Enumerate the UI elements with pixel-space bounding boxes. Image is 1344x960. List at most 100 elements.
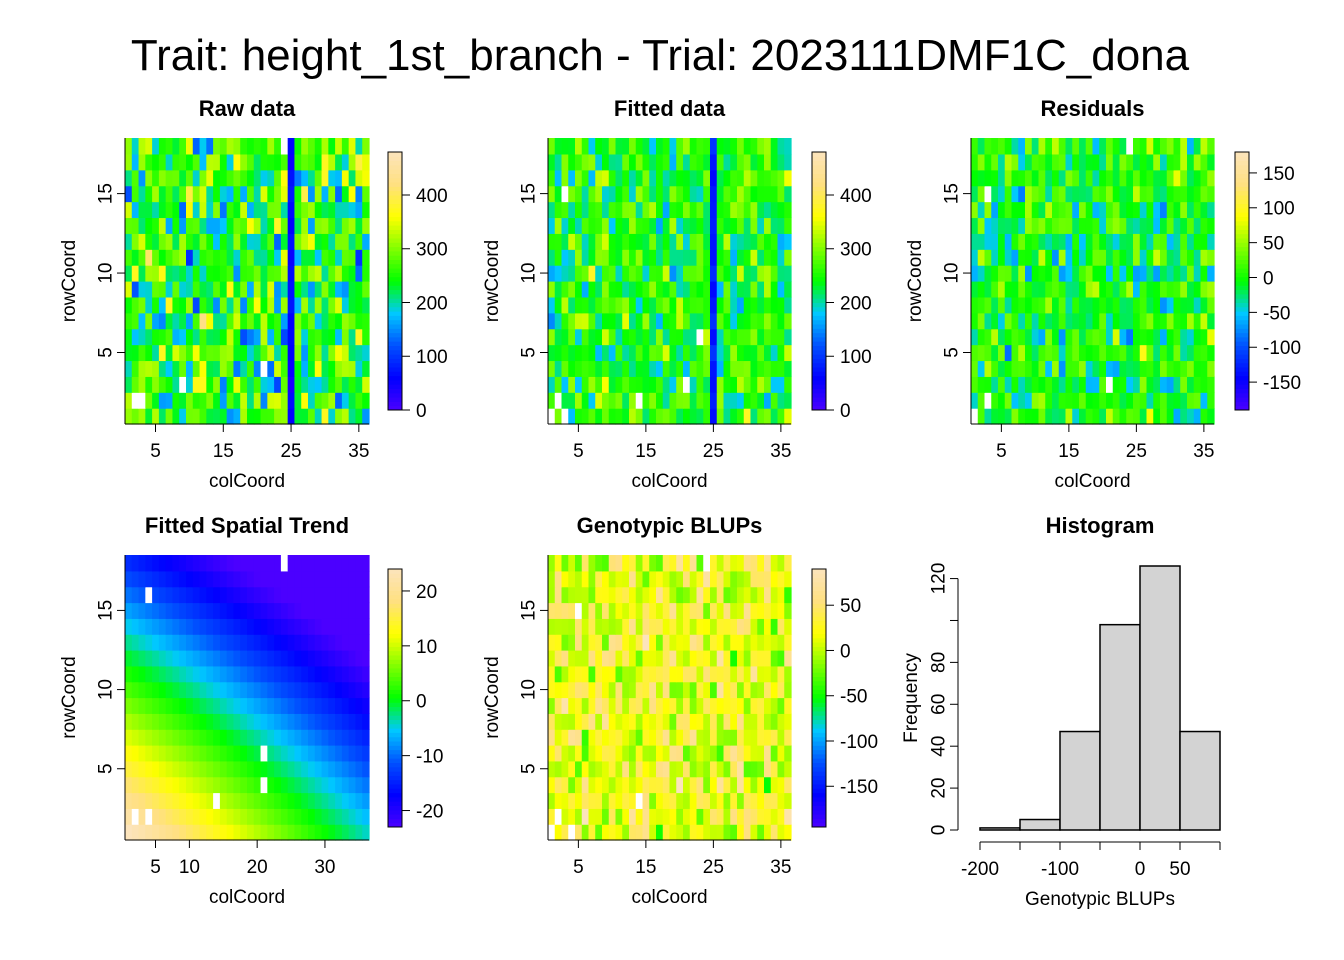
heatmap-cell <box>554 328 563 346</box>
heatmap-cell <box>260 249 268 266</box>
colorbar-segment <box>388 302 402 308</box>
heatmap-cell <box>267 376 275 393</box>
heatmap-cell <box>777 185 785 203</box>
heatmap-cell <box>145 312 153 330</box>
heatmap-cell <box>696 153 704 171</box>
heatmap-cell <box>588 328 596 346</box>
colorbar-segment <box>812 689 826 695</box>
heatmap-cell <box>588 312 596 330</box>
heatmap-cell <box>662 665 671 683</box>
heatmap-cell <box>219 296 228 314</box>
heatmap-cell <box>219 344 228 362</box>
colorbar-segment <box>812 629 826 634</box>
heatmap-cell <box>233 376 241 393</box>
heatmap-cell <box>260 555 268 572</box>
heatmap-cell <box>341 153 350 171</box>
colorbar-segment <box>388 715 402 720</box>
heatmap-cell <box>308 185 316 203</box>
heatmap-cell <box>1058 201 1067 219</box>
heatmap-cell <box>1133 249 1141 266</box>
heatmap-cell <box>784 376 792 393</box>
heatmap-cell <box>1133 185 1141 203</box>
heatmap-cell <box>669 185 677 203</box>
heatmap-cell <box>138 138 146 155</box>
colorbar-segment <box>388 689 402 695</box>
heatmap-cell <box>554 249 563 266</box>
heatmap-cell <box>172 376 180 393</box>
colorbar-segment <box>812 745 826 751</box>
heatmap-cell <box>750 681 758 699</box>
heatmap-cell <box>172 392 180 409</box>
heatmap-cell <box>568 634 576 651</box>
heatmap-cell <box>1126 201 1134 219</box>
heatmap-cell <box>622 408 630 425</box>
heatmap-cell <box>615 824 623 841</box>
heatmap-cell <box>561 296 569 314</box>
heatmap-cell <box>730 602 738 619</box>
heatmap-cell <box>683 634 691 651</box>
heatmap-cell <box>226 713 235 730</box>
heatmap-cell <box>206 634 214 651</box>
heatmap-cell <box>1025 392 1033 409</box>
heatmap-cell <box>757 824 765 841</box>
panel-title: Genotypic BLUPs <box>577 513 763 538</box>
heatmap-cell <box>615 745 623 762</box>
heatmap-cell <box>770 249 779 266</box>
colorbar-segment <box>812 775 826 781</box>
heatmap-cell <box>192 555 201 572</box>
heatmap-cell <box>629 665 637 683</box>
heatmap-cell <box>595 824 603 841</box>
heatmap-cell <box>730 408 738 425</box>
heatmap-cell <box>1025 328 1033 346</box>
colorbar-segment <box>1235 276 1249 282</box>
heatmap-cell <box>1106 312 1114 330</box>
heatmap-cell <box>1119 328 1127 346</box>
heatmap-cell <box>213 618 221 635</box>
heatmap-cell <box>662 312 671 330</box>
heatmap-cell <box>1153 249 1161 266</box>
heatmap-cell <box>649 328 657 346</box>
heatmap-cell <box>581 697 590 714</box>
colorbar-segment <box>1235 345 1249 351</box>
heatmap-cell <box>622 249 630 266</box>
heatmap-cell <box>314 328 323 346</box>
heatmap-cell <box>737 201 745 219</box>
heatmap-cell <box>649 760 657 778</box>
x-axis-label: colCoord <box>631 471 707 492</box>
heatmap-cell <box>635 138 644 155</box>
colorbar-segment <box>388 702 402 708</box>
heatmap-cell <box>253 185 262 203</box>
colorbar-segment <box>812 272 826 278</box>
heatmap-cell <box>662 169 671 187</box>
heatmap-cell <box>984 408 992 425</box>
heatmap-cell <box>696 328 704 346</box>
heatmap-cell <box>280 408 289 425</box>
heatmap-cell <box>676 344 684 362</box>
heatmap-cell <box>595 697 603 714</box>
heatmap-cell <box>615 618 623 635</box>
colorbar-segment <box>812 293 826 299</box>
heatmap-cell <box>186 312 194 330</box>
heatmap-cell <box>172 824 180 841</box>
heatmap-cell <box>213 776 221 794</box>
heatmap-cell <box>1038 281 1046 298</box>
heatmap-cell <box>1200 169 1208 187</box>
heatmap-cell <box>152 281 160 298</box>
heatmap-cell <box>723 713 731 730</box>
heatmap-cell <box>308 249 316 266</box>
heatmap-cell <box>548 360 556 377</box>
heatmap-cell <box>152 634 160 651</box>
heatmap-cell <box>1187 328 1195 346</box>
heatmap-cell <box>554 808 563 825</box>
heatmap-cell <box>710 713 718 730</box>
colorbar-segment <box>812 164 826 170</box>
colorbar-segment <box>1235 354 1249 359</box>
colorbar-segment <box>1235 238 1249 243</box>
heatmap-cell <box>743 808 752 825</box>
colorbar-segment <box>1235 362 1249 368</box>
heatmap-cell <box>743 586 752 604</box>
colorbar-frame <box>387 151 403 411</box>
heatmap-cell <box>757 650 765 667</box>
heatmap-cell <box>199 296 207 314</box>
colorbar-segment <box>812 620 826 626</box>
